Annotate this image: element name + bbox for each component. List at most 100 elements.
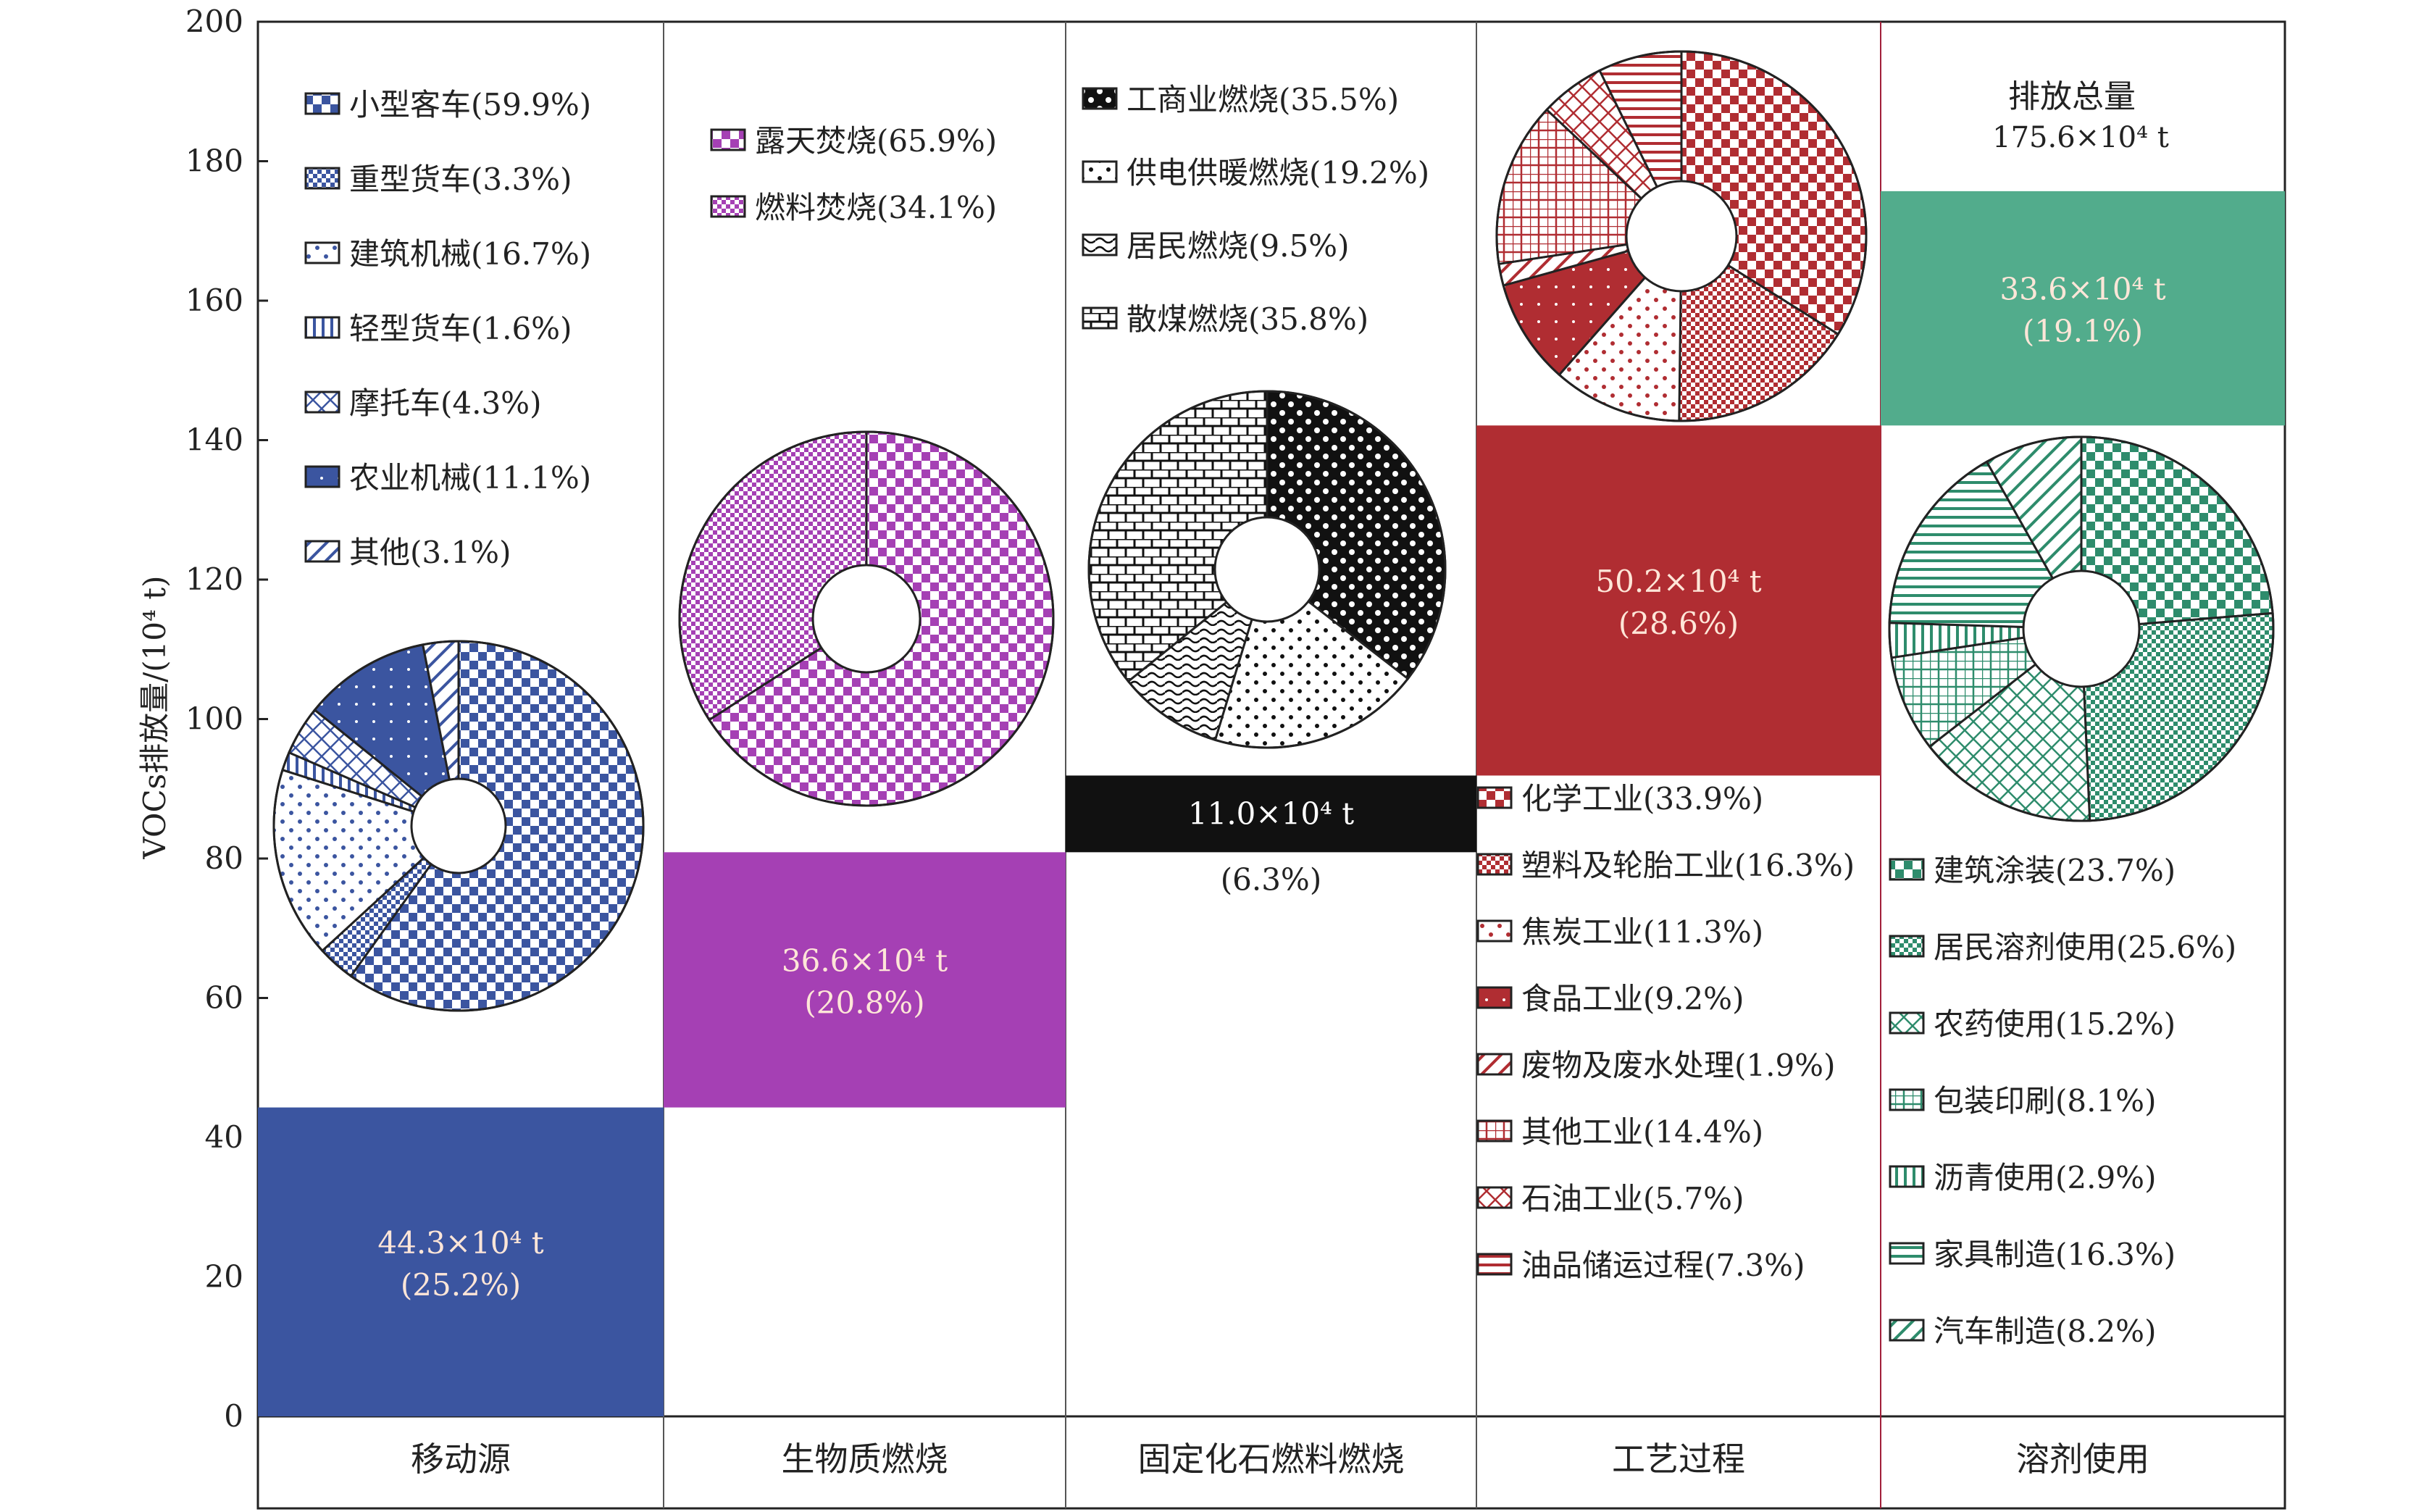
legend-swatch xyxy=(304,540,340,563)
total-value: 175.6×10⁴ t xyxy=(1992,121,2169,154)
donut-4 xyxy=(1888,435,2275,822)
legend-swatch xyxy=(1476,1053,1513,1076)
legend-swatch xyxy=(1889,1319,1925,1342)
legend-1: 露天焚烧(65.9%) 燃料焚烧(34.1%) xyxy=(710,123,997,225)
donut-charts xyxy=(272,50,2275,1012)
y-tick-label: 200 xyxy=(185,4,243,39)
legend-label: 家具制造(16.3%) xyxy=(1934,1237,2176,1272)
legend-2: 工商业燃烧(35.5%) 供电供暖燃烧(19.2%) 居民燃烧(9.5%) 散煤燃烧(… xyxy=(1082,82,1429,337)
y-tick-label: 180 xyxy=(185,143,243,179)
legend-label: 建筑涂装(23.7%) xyxy=(1934,853,2176,888)
legend-label: 塑料及轮胎工业(16.3%) xyxy=(1521,848,1855,883)
y-axis: 0 20 40 60 80 100 120 140 160 180 200 xyxy=(185,4,268,1434)
x-tick-label: 生物质燃烧 xyxy=(782,1440,948,1479)
y-tick-label: 0 xyxy=(224,1398,243,1434)
donut-hole xyxy=(2022,569,2141,688)
legend-label: 供电供暖燃烧(19.2%) xyxy=(1127,155,1429,191)
bar-percent-label: (25.2%) xyxy=(401,1267,521,1303)
legend-label: 重型货车(3.3%) xyxy=(349,162,572,197)
donut-outline xyxy=(272,640,645,1012)
legend-swatch xyxy=(1889,1242,1925,1265)
legend-label: 其他(3.1%) xyxy=(349,535,511,570)
legend-label: 小型客车(59.9%) xyxy=(349,87,591,122)
bar-value-label: 44.3×10⁴ t xyxy=(377,1225,543,1261)
legend-swatch xyxy=(1476,1186,1513,1209)
donut-hole xyxy=(1213,516,1321,623)
legend-label: 其他工业(14.4%) xyxy=(1521,1114,1763,1150)
legend-label: 石油工业(5.7%) xyxy=(1521,1181,1744,1216)
legend-label: 汽车制造(8.2%) xyxy=(1934,1313,2156,1349)
x-tick-label: 固定化石燃料燃烧 xyxy=(1138,1440,1405,1479)
legend-swatch xyxy=(304,465,340,488)
legend-swatch xyxy=(304,316,340,339)
legend-swatch xyxy=(304,167,340,190)
y-tick-label: 60 xyxy=(205,980,243,1016)
donut-outline xyxy=(678,430,1055,807)
legend-label: 油品储运过程(7.3%) xyxy=(1521,1248,1805,1283)
x-axis-labels: 移动源 生物质燃烧 固定化石燃料燃烧 工艺过程 溶剂使用 xyxy=(411,1440,2149,1479)
bars: 44.3×10⁴ t (25.2%) 36.6×10⁴ t (20.8%) 11.0×1… xyxy=(258,191,2285,1416)
donut-hole xyxy=(410,777,507,874)
donut-3 xyxy=(1495,50,1868,422)
y-tick-label: 40 xyxy=(205,1119,243,1155)
bar-percent-label: (28.6%) xyxy=(1618,606,1739,641)
bar xyxy=(1066,775,1476,853)
legend-swatch xyxy=(1889,935,1925,958)
y-tick-label: 100 xyxy=(185,701,243,737)
y-tick-label: 120 xyxy=(185,561,243,597)
total-title: 排放总量 xyxy=(2008,78,2136,115)
donut-2 xyxy=(1087,390,1447,749)
legend-swatch xyxy=(1082,160,1118,183)
legend-label: 居民燃烧(9.5%) xyxy=(1127,228,1349,264)
legend-3: 化学工业(33.9%) 塑料及轮胎工业(16.3%) 焦炭工业(11.3%) 食品工业… xyxy=(1476,781,1855,1283)
legend-swatch xyxy=(1476,1253,1513,1276)
bar xyxy=(1476,425,1881,776)
bar-value-label: 33.6×10⁴ t xyxy=(1999,272,2165,307)
plot-frame xyxy=(256,20,2286,1510)
legend-swatch xyxy=(1889,1011,1925,1035)
legend-label: 食品工业(9.2%) xyxy=(1521,981,1744,1016)
bar xyxy=(258,1107,664,1416)
y-tick-label: 20 xyxy=(205,1259,243,1295)
legend-swatch xyxy=(1476,986,1513,1009)
legend-swatch xyxy=(1082,87,1118,110)
legend-label: 焦炭工业(11.3%) xyxy=(1521,914,1763,950)
legend-swatch xyxy=(1082,306,1118,330)
legend-label: 居民溶剂使用(25.6%) xyxy=(1934,930,2236,965)
legend-label: 燃料焚烧(34.1%) xyxy=(755,190,997,225)
legend-label: 散煤燃烧(35.8%) xyxy=(1127,301,1368,337)
legends: 小型客车(59.9%) 重型货车(3.3%) 建筑机械(16.7%) 轻型货车(1.6… xyxy=(304,82,2236,1349)
legend-label: 沥青使用(2.9%) xyxy=(1934,1160,2156,1195)
legend-swatch xyxy=(1476,786,1513,809)
legend-swatch xyxy=(304,390,340,414)
x-tick-label: 工艺过程 xyxy=(1612,1440,1745,1479)
y-tick-label: 80 xyxy=(205,840,243,876)
legend-label: 露天焚烧(65.9%) xyxy=(755,123,997,159)
y-tick-label: 160 xyxy=(185,283,243,318)
legend-swatch xyxy=(1476,1119,1513,1143)
bar-value-label: 50.2×10⁴ t xyxy=(1595,564,1761,599)
legend-swatch xyxy=(1476,853,1513,876)
legend-swatch xyxy=(710,128,746,151)
bar xyxy=(1881,191,2285,426)
x-tick-label: 溶剂使用 xyxy=(2016,1440,2149,1479)
legend-swatch xyxy=(1889,858,1925,881)
donut-hole xyxy=(1625,180,1738,293)
bar-percent-label: (19.1%) xyxy=(2023,314,2143,349)
bar-value-label: 36.6×10⁴ t xyxy=(782,943,948,978)
legend-swatch xyxy=(304,241,340,264)
legend-4: 建筑涂装(23.7%) 居民溶剂使用(25.6%) 农药使用(15.2%) 包装印刷(… xyxy=(1889,853,2236,1349)
bar-value-label: 11.0×10⁴ t xyxy=(1188,795,1354,831)
donut-outline xyxy=(1888,435,2275,822)
legend-label: 建筑机械(16.7%) xyxy=(349,236,591,272)
legend-label: 轻型货车(1.6%) xyxy=(349,311,572,346)
legend-0: 小型客车(59.9%) 重型货车(3.3%) 建筑机械(16.7%) 轻型货车(1.6… xyxy=(304,87,591,570)
donut-1 xyxy=(678,430,1055,807)
bar-percent-label: (20.8%) xyxy=(804,985,924,1020)
y-tick-label: 140 xyxy=(185,422,243,458)
donut-outline xyxy=(1495,50,1868,422)
legend-label: 包装印刷(8.1%) xyxy=(1934,1083,2156,1119)
x-tick-label: 移动源 xyxy=(411,1440,511,1479)
donut-outline xyxy=(1087,390,1447,749)
